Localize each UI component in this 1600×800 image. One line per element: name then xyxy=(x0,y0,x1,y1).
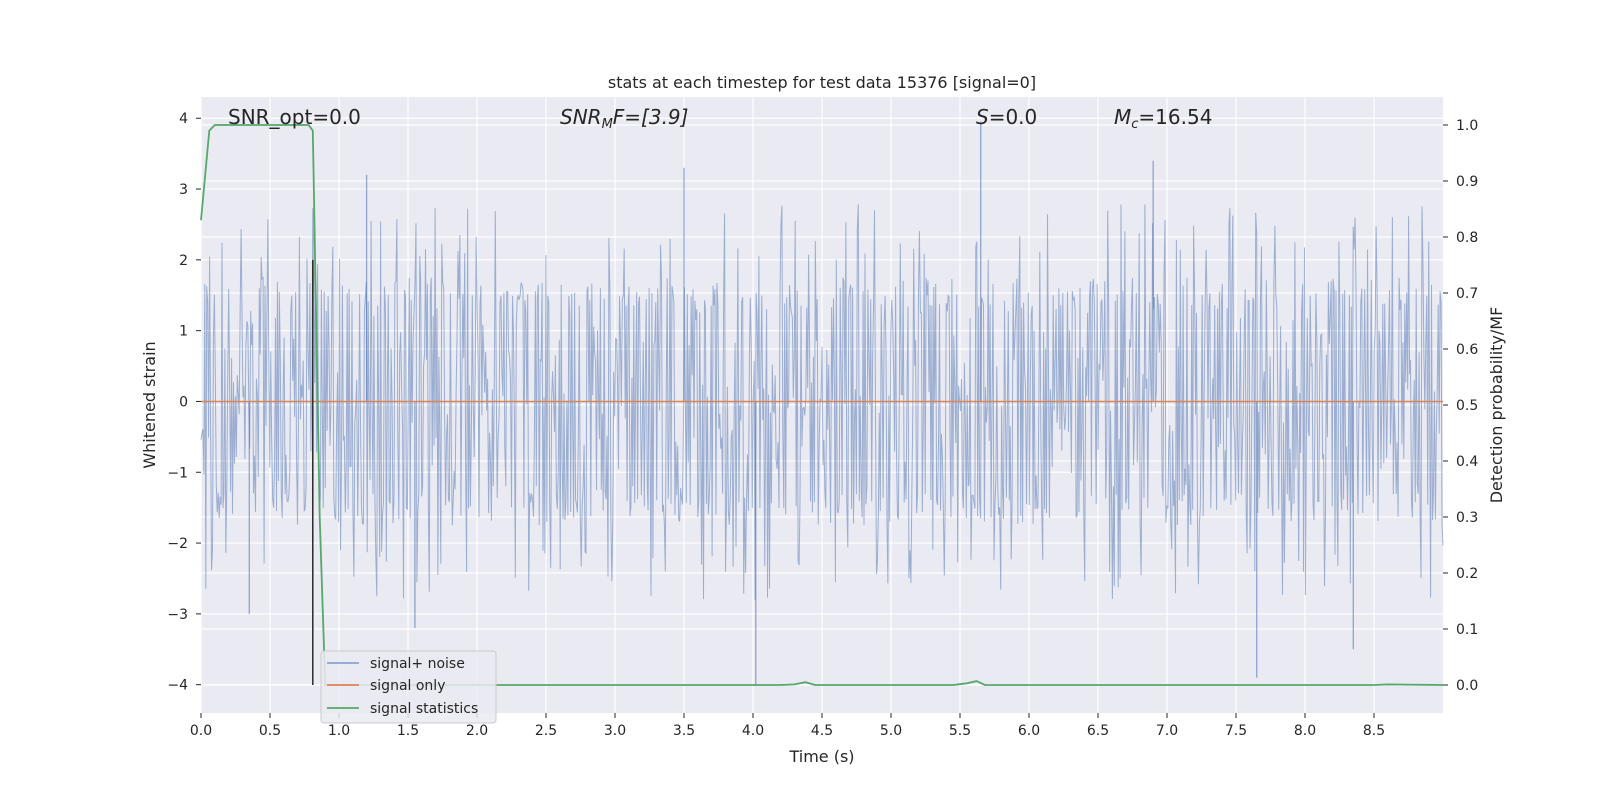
left-y-tick-label: 2 xyxy=(179,253,188,269)
plot-area xyxy=(200,121,1444,686)
signal-noise-line xyxy=(200,204,1444,600)
left-y-tick-label: 4 xyxy=(179,111,188,127)
legend-label-signal-statistics: signal statistics xyxy=(370,701,478,717)
right-y-tick-label: 1.0 xyxy=(1456,118,1478,134)
right-y-tick-label: 0.8 xyxy=(1456,230,1478,246)
legend: signal+ noise signal only signal statist… xyxy=(320,650,497,724)
signal-noise-series xyxy=(200,121,1444,685)
annotation-snr-mf: SNRMF=[3.9] xyxy=(560,105,688,132)
left-y-tick-label: −4 xyxy=(167,678,188,694)
left-y-tick-label: −1 xyxy=(167,465,188,481)
y-axis-label-left: Whitened strain xyxy=(140,341,159,468)
right-y-tick-label: 0.1 xyxy=(1456,622,1478,638)
right-y-tick-label: 0.6 xyxy=(1456,342,1478,358)
left-y-tick-label: −3 xyxy=(167,607,188,623)
x-tick-label: 5.0 xyxy=(880,723,902,739)
right-y-tick-label: 0.9 xyxy=(1456,174,1478,190)
x-tick-label: 0.0 xyxy=(190,723,212,739)
x-tick-label: 8.5 xyxy=(1363,723,1385,739)
legend-label-signal-only: signal only xyxy=(370,678,445,694)
annotation-mc-rest: =16.54 xyxy=(1138,105,1212,129)
legend-label-signal-noise: signal+ noise xyxy=(370,656,465,672)
x-tick-label: 7.0 xyxy=(1156,723,1178,739)
left-y-tick-label: −2 xyxy=(167,536,188,552)
right-y-tick-label: 0.3 xyxy=(1456,510,1478,526)
x-tick-label: 1.5 xyxy=(397,723,419,739)
x-tick-label: 4.5 xyxy=(811,723,833,739)
annotation-snr-mf-rest: F=[3.9] xyxy=(613,105,689,129)
x-tick-label: 2.0 xyxy=(466,723,488,739)
x-tick-label: 6.0 xyxy=(1018,723,1040,739)
x-tick-label: 6.5 xyxy=(1087,723,1109,739)
left-y-tick-label: 1 xyxy=(179,324,188,340)
annotation-s: S=0.0 xyxy=(976,105,1037,129)
left-y-axis-ticks: −4 −3 −2 −1 0 1 2 3 4 xyxy=(167,111,201,694)
annotation-s-rest: =0.0 xyxy=(989,105,1038,129)
right-y-tick-label: 0.4 xyxy=(1456,454,1478,470)
x-tick-label: 7.5 xyxy=(1225,723,1247,739)
right-y-axis-ticks: 0.0 0.1 0.2 0.3 0.4 0.5 0.6 0.7 0.8 0.9 1.0 xyxy=(1443,118,1478,694)
x-tick-label: 3.0 xyxy=(604,723,626,739)
signal-statistics-series xyxy=(200,124,1444,686)
signal-statistics-line xyxy=(200,124,1444,686)
x-tick-label: 0.5 xyxy=(259,723,281,739)
right-y-tick-label: 0.0 xyxy=(1456,678,1478,694)
x-tick-label: 2.5 xyxy=(535,723,557,739)
legend-box xyxy=(320,650,497,724)
x-tick-label: 3.5 xyxy=(673,723,695,739)
right-y-tick-label: 0.5 xyxy=(1456,398,1478,414)
annotation-snr-mf-sub: M xyxy=(602,117,613,132)
x-axis-ticks: 0.0 0.5 1.0 1.5 2.0 2.5 3.0 3.5 4.0 4.5 5.0 5.5 6.0 6… xyxy=(190,713,1385,739)
annotation-s-main: S xyxy=(976,105,989,129)
left-y-tick-label: 3 xyxy=(179,182,188,198)
chart-title: stats at each timestep for test data 153… xyxy=(608,73,1036,92)
y-axis-label-right: Detection probability/MF xyxy=(1487,307,1506,504)
left-y-tick-label: 0 xyxy=(179,394,188,410)
annotation-mc-main: M xyxy=(1114,105,1131,129)
x-tick-label: 4.0 xyxy=(742,723,764,739)
right-y-tick-label: 0.7 xyxy=(1456,286,1478,302)
x-axis-label: Time (s) xyxy=(788,747,854,766)
annotation-snr-opt: SNR_opt=0.0 xyxy=(228,105,361,129)
x-tick-label: 8.0 xyxy=(1294,723,1316,739)
right-y-tick-label: 0.2 xyxy=(1456,566,1478,582)
annotation-snr-mf-main: SNR xyxy=(560,105,602,129)
x-tick-label: 1.0 xyxy=(328,723,350,739)
annotation-mc: Mc=16.54 xyxy=(1114,105,1212,132)
annotation-mc-sub: c xyxy=(1131,117,1138,132)
x-tick-label: 5.5 xyxy=(949,723,971,739)
